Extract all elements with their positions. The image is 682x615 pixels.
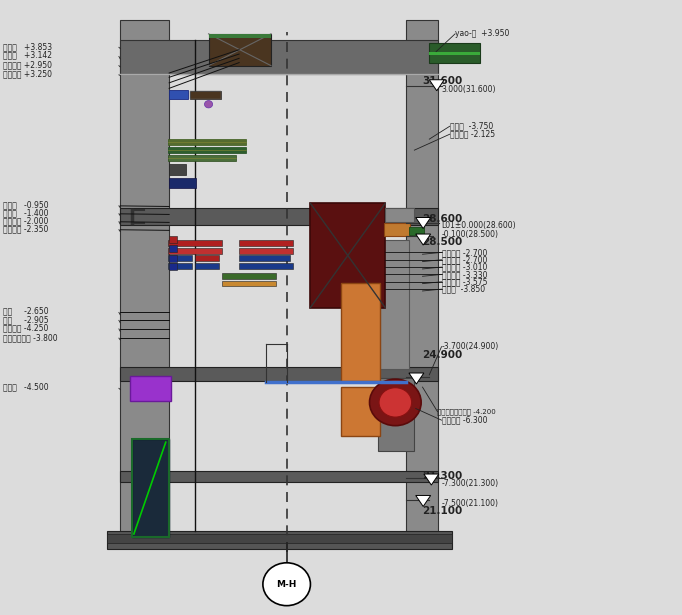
Bar [379, 378, 414, 451]
Bar [385, 208, 414, 222]
Bar [341, 283, 381, 381]
Bar [169, 236, 177, 243]
Text: 弱电桥架 -2.700: 弱电桥架 -2.700 [441, 248, 487, 257]
Bar [168, 240, 222, 246]
Text: 强电桥架 -2.000: 强电桥架 -2.000 [3, 216, 48, 226]
Text: 加压送风 -4.250: 加压送风 -4.250 [3, 324, 48, 333]
Bar [130, 376, 171, 400]
Text: 弱电桥架 +3.250: 弱电桥架 +3.250 [3, 69, 52, 78]
Bar [120, 20, 169, 543]
Text: 21.300: 21.300 [423, 472, 463, 482]
Bar [190, 91, 221, 100]
Bar [429, 52, 480, 55]
Bar [168, 147, 246, 153]
Text: 送风管   +3.853: 送风管 +3.853 [3, 42, 52, 51]
Polygon shape [416, 218, 430, 229]
Text: L01±0.000(28.600): L01±0.000(28.600) [441, 221, 516, 230]
Bar [409, 227, 424, 236]
Bar [168, 155, 236, 161]
Polygon shape [416, 234, 430, 245]
Text: -3.700(24.900): -3.700(24.900) [441, 342, 499, 351]
Bar [209, 34, 271, 38]
Text: 31.600: 31.600 [423, 76, 463, 86]
Bar [169, 263, 177, 269]
Text: 排烟风管 -3.575: 排烟风管 -3.575 [441, 277, 487, 287]
Text: 28.600: 28.600 [423, 214, 463, 224]
Text: 送风管   -1.400: 送风管 -1.400 [3, 208, 48, 217]
Text: 弱电桥架 -3.010: 弱电桥架 -3.010 [441, 263, 487, 272]
Bar [195, 263, 219, 269]
Bar [384, 223, 410, 237]
Bar [381, 240, 409, 369]
Bar [132, 439, 169, 537]
Text: 管线     -2.650: 管线 -2.650 [3, 307, 48, 315]
Bar [120, 208, 438, 225]
Circle shape [263, 563, 310, 606]
Text: 21.100: 21.100 [423, 506, 463, 517]
Text: 送风管  -3.750: 送风管 -3.750 [449, 122, 493, 131]
Bar [120, 40, 438, 74]
Text: 送风管   +3.142: 送风管 +3.142 [3, 51, 52, 60]
Bar [169, 255, 177, 261]
Text: 空调冷热水回水管 -4.200: 空调冷热水回水管 -4.200 [437, 408, 496, 415]
Bar [222, 281, 276, 286]
Bar [310, 204, 385, 308]
Polygon shape [424, 474, 439, 485]
Bar [239, 255, 290, 261]
Polygon shape [429, 80, 444, 91]
Text: 污水管   -4.500: 污水管 -4.500 [3, 383, 48, 392]
Text: 强电桥架 -2.350: 强电桥架 -2.350 [3, 224, 48, 234]
Bar [222, 272, 276, 279]
Text: 弱电桥架 -3.330: 弱电桥架 -3.330 [441, 270, 487, 279]
Bar [239, 263, 293, 269]
Bar [190, 91, 221, 100]
Bar [169, 245, 177, 252]
Text: -0.100(28.500): -0.100(28.500) [441, 230, 499, 239]
Text: 3.000(31.600): 3.000(31.600) [441, 85, 496, 94]
Text: 送风管  -3.850: 送风管 -3.850 [441, 285, 485, 293]
Text: 排烟风管 -2.125: 排烟风管 -2.125 [449, 130, 495, 139]
Bar [195, 255, 219, 261]
Text: M-H: M-H [276, 580, 297, 589]
Text: -7.300(21.300): -7.300(21.300) [441, 479, 499, 488]
Bar [341, 387, 381, 436]
Polygon shape [409, 373, 424, 384]
Bar [120, 368, 438, 381]
Text: 管线     -2.905: 管线 -2.905 [3, 315, 48, 324]
Text: 自动喷淋 +2.950: 自动喷淋 +2.950 [3, 60, 52, 69]
Circle shape [370, 379, 421, 426]
Bar [132, 439, 169, 537]
Bar [169, 178, 196, 188]
Bar [168, 247, 222, 253]
Circle shape [205, 101, 213, 108]
Bar [429, 43, 480, 63]
Bar [106, 534, 451, 543]
Bar [406, 20, 438, 543]
Bar [239, 240, 293, 246]
Text: 消火栓给水管 -3.800: 消火栓给水管 -3.800 [3, 333, 57, 342]
Bar [168, 138, 246, 145]
Text: yao-楼  +3.950: yao-楼 +3.950 [455, 30, 509, 38]
Text: -7.500(21.100): -7.500(21.100) [441, 499, 499, 508]
Bar [169, 164, 186, 175]
Bar [169, 90, 188, 100]
Text: 送风管   -0.950: 送风管 -0.950 [3, 200, 48, 209]
Text: 排烟风管 -6.300: 排烟风管 -6.300 [441, 416, 487, 424]
Polygon shape [416, 496, 430, 507]
Bar [168, 263, 192, 269]
Text: 28.500: 28.500 [423, 237, 463, 247]
Bar [120, 471, 438, 482]
Circle shape [379, 387, 412, 417]
Text: 强电桥架 -2.700: 强电桥架 -2.700 [441, 255, 487, 264]
Bar [209, 34, 271, 66]
Bar [168, 255, 192, 261]
Bar [106, 531, 451, 549]
Bar [239, 247, 293, 253]
Text: 24.900: 24.900 [423, 351, 463, 360]
